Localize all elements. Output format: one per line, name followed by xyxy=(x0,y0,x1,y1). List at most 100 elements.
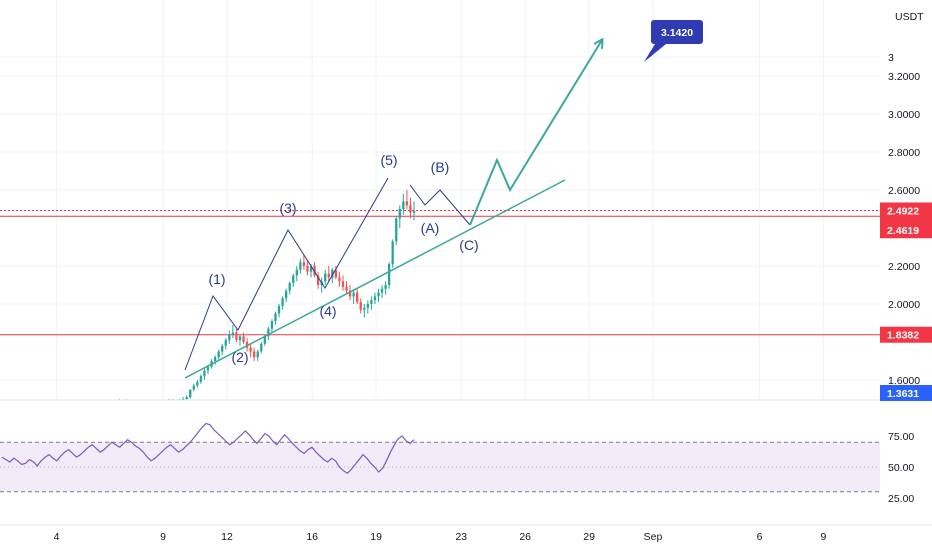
candle xyxy=(359,298,362,314)
candle xyxy=(274,311,277,325)
candle xyxy=(256,349,259,361)
candle xyxy=(391,239,394,268)
currency-label: USDT xyxy=(895,11,924,23)
time-tick-label: 29 xyxy=(583,531,595,543)
candle-body xyxy=(363,307,366,310)
candle xyxy=(377,288,380,303)
candle xyxy=(412,201,416,221)
candle-body xyxy=(306,266,309,272)
price-level-tag xyxy=(880,385,932,401)
candle-body xyxy=(249,347,252,352)
candle xyxy=(270,319,274,333)
price-pane-background xyxy=(0,0,880,402)
candle xyxy=(199,374,203,384)
candle xyxy=(203,368,206,380)
price-tick-label: 2.6000 xyxy=(888,185,920,197)
corrective-wave-line xyxy=(409,184,471,226)
candle-body xyxy=(228,334,231,341)
elliott-wave-annotations: (1) (2) (3) (4) (5) (A) (B) (C) 3.1420 xyxy=(184,20,703,379)
candle-body xyxy=(331,269,334,278)
candle-body xyxy=(299,262,302,270)
price-tick-label: 1.6000 xyxy=(888,375,920,387)
candle-body xyxy=(284,290,288,299)
time-tick-label: 16 xyxy=(306,531,318,543)
candle xyxy=(341,275,345,291)
candle-body xyxy=(324,273,327,282)
candle xyxy=(387,262,391,289)
rsi-tick-label: 25.00 xyxy=(888,493,914,505)
wave-label: (C) xyxy=(459,237,478,253)
candle-body xyxy=(356,292,359,303)
candle xyxy=(217,349,220,361)
candle xyxy=(398,205,401,228)
rsi-tick-label: 50.00 xyxy=(888,462,914,474)
candle-body xyxy=(398,209,401,219)
candle xyxy=(327,266,330,282)
time-tick-label: 4 xyxy=(54,531,60,543)
candle-body xyxy=(281,298,284,306)
candle xyxy=(373,292,377,304)
price-level-tag-label: 1.3631 xyxy=(887,388,919,400)
candle xyxy=(221,343,224,356)
time-tick-label: 26 xyxy=(519,531,531,543)
candle-body xyxy=(221,345,224,352)
candle xyxy=(235,328,238,342)
candle xyxy=(224,338,227,350)
candle xyxy=(363,304,366,318)
price-tick-label: 3.2000 xyxy=(888,71,920,83)
candle xyxy=(306,260,309,276)
time-tick-label: 6 xyxy=(757,531,763,543)
impulse-wave-line xyxy=(184,177,389,371)
target-callout: 3.1420 xyxy=(644,20,703,62)
candle xyxy=(281,296,284,310)
candle xyxy=(302,254,306,270)
price-pane: (1) (2) (3) (4) (5) (A) (B) (C) 3.1420 xyxy=(0,0,880,525)
candle-body xyxy=(380,288,384,293)
candle-body xyxy=(295,269,298,276)
candle-body xyxy=(217,351,220,358)
price-tick-label: 2.0000 xyxy=(888,299,920,311)
candle-body xyxy=(213,357,217,361)
target-callout-box xyxy=(651,20,703,44)
candle-body xyxy=(327,273,330,278)
candle xyxy=(267,326,270,341)
candle xyxy=(288,281,291,295)
time-tick-label: 23 xyxy=(455,531,467,543)
candle-body xyxy=(231,332,235,335)
candle-body xyxy=(288,283,291,291)
candle-body xyxy=(409,205,412,213)
candle xyxy=(284,288,288,303)
candle xyxy=(352,288,355,304)
candle-body xyxy=(206,366,210,371)
time-tick-labels: 4 9 12 16 19 23 26 29 Sep 6 9 xyxy=(54,531,827,543)
candle-body xyxy=(189,389,192,398)
price-tick-label: 3 xyxy=(888,52,894,64)
time-axis: 4 9 12 16 19 23 26 29 Sep 6 9 xyxy=(0,524,932,550)
candle-body xyxy=(412,210,416,213)
candle xyxy=(380,285,384,299)
price-axis-background xyxy=(880,0,932,525)
candle-body xyxy=(277,305,281,314)
candle-body xyxy=(373,296,377,301)
rsi-tick-labels: 75.00 50.00 25.00 xyxy=(888,431,914,505)
candle-body xyxy=(238,336,242,341)
rsi-pane xyxy=(0,400,880,525)
target-callout-pointer xyxy=(644,44,666,62)
candle-body xyxy=(235,332,238,341)
candle-body xyxy=(224,340,227,346)
candle-body xyxy=(405,201,409,206)
candle xyxy=(292,273,295,287)
rsi-tick-label: 75.00 xyxy=(888,431,914,443)
candle xyxy=(189,389,192,399)
candle-body xyxy=(387,264,391,285)
projection-arrow xyxy=(469,40,602,226)
candle-body xyxy=(292,275,295,284)
time-tick-label: 19 xyxy=(370,531,382,543)
candle xyxy=(228,330,231,344)
candle-body xyxy=(302,262,306,266)
candle-body xyxy=(359,302,362,310)
time-tick-label: 9 xyxy=(820,531,826,543)
candle xyxy=(316,271,320,289)
candle xyxy=(260,342,263,354)
